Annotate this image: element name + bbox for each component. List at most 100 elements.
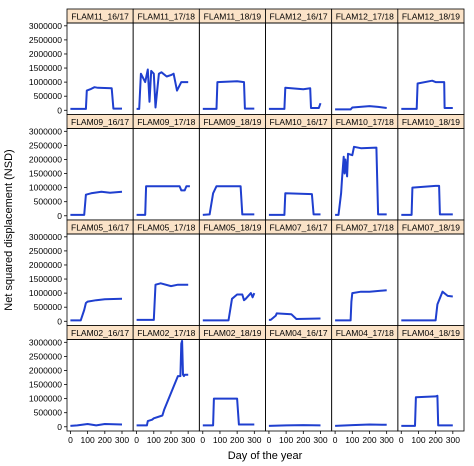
series-line bbox=[136, 339, 189, 427]
x-tick-label: 0 bbox=[267, 435, 272, 445]
panel-frame bbox=[397, 22, 465, 115]
series-line bbox=[401, 184, 453, 216]
y-tick-label: 2000000 bbox=[29, 154, 62, 164]
x-tick-label: 300 bbox=[446, 435, 460, 445]
panel-strip-label: FLAM07_16/17 bbox=[270, 223, 328, 233]
series-line bbox=[268, 312, 321, 321]
y-tick-label: 500000 bbox=[34, 302, 63, 312]
y-tick-label: 1500000 bbox=[29, 274, 62, 284]
x-tick-label: 200 bbox=[164, 435, 178, 445]
panel: FLAM09_18/19 bbox=[198, 114, 266, 221]
panel-strip-label: FLAM05_16/17 bbox=[71, 223, 129, 233]
panel-frame bbox=[198, 22, 266, 115]
panel: FLAM05_16/17 bbox=[66, 219, 134, 326]
panel: FLAM04_17/18 bbox=[331, 325, 399, 432]
panel: FLAM12_17/18 bbox=[331, 8, 399, 115]
series-line bbox=[70, 190, 123, 216]
x-tick-label: 0 bbox=[134, 435, 139, 445]
x-tick-label: 200 bbox=[429, 435, 443, 445]
panel-strip-label: FLAM04_17/18 bbox=[336, 328, 394, 338]
x-tick-label: 300 bbox=[313, 435, 327, 445]
y-tick-label: 3000000 bbox=[29, 21, 62, 31]
panel-strip-label: FLAM09_17/18 bbox=[137, 117, 195, 127]
panel-strip-label: FLAM02_17/18 bbox=[137, 328, 195, 338]
y-tick-label: 3000000 bbox=[29, 337, 62, 347]
panel-frame bbox=[132, 339, 200, 432]
x-tick-label: 200 bbox=[230, 435, 244, 445]
panel-frame bbox=[331, 233, 399, 326]
series-line bbox=[70, 297, 123, 322]
y-tick-label: 0 bbox=[57, 211, 62, 221]
panel-frame bbox=[265, 22, 333, 115]
series-line bbox=[268, 192, 321, 216]
series-line bbox=[202, 292, 256, 322]
series-line bbox=[401, 79, 453, 110]
y-tick-label: 0 bbox=[57, 105, 62, 115]
series-line bbox=[268, 424, 321, 427]
panel-frame bbox=[66, 128, 134, 221]
panel-strip-label: FLAM11_16/17 bbox=[71, 12, 129, 22]
panel: FLAM02_17/18 bbox=[132, 325, 200, 432]
y-tick-label: 1000000 bbox=[29, 77, 62, 87]
y-tick-label: 2000000 bbox=[29, 365, 62, 375]
panel-strip-label: FLAM10_16/17 bbox=[270, 117, 328, 127]
x-tick-label: 0 bbox=[68, 435, 73, 445]
y-tick-label: 500000 bbox=[34, 197, 63, 207]
panel-frame bbox=[66, 339, 134, 432]
y-tick-label: 2500000 bbox=[29, 35, 62, 45]
panel-strip-label: FLAM12_18/19 bbox=[402, 12, 460, 22]
x-tick-label: 200 bbox=[98, 435, 112, 445]
panel-frame bbox=[397, 128, 465, 221]
panel-strip-label: FLAM11_18/19 bbox=[204, 12, 262, 22]
y-tick-label: 1500000 bbox=[29, 63, 62, 73]
panel-frame bbox=[132, 128, 200, 221]
x-tick-label: 300 bbox=[247, 435, 261, 445]
panel: FLAM05_17/18 bbox=[132, 219, 200, 326]
panel-frame bbox=[66, 233, 134, 326]
x-tick-label: 200 bbox=[296, 435, 310, 445]
y-tick-label: 2500000 bbox=[29, 246, 62, 256]
y-tick-label: 3000000 bbox=[29, 232, 62, 242]
y-tick-label: 1000000 bbox=[29, 183, 62, 193]
series-line bbox=[335, 145, 387, 216]
panel-frame bbox=[265, 128, 333, 221]
x-tick-label: 300 bbox=[181, 435, 195, 445]
y-tick-label: 1500000 bbox=[29, 380, 62, 390]
series-line bbox=[401, 290, 453, 322]
panel: FLAM07_17/18 bbox=[331, 219, 399, 326]
y-tick-label: 0 bbox=[57, 422, 62, 432]
panel: FLAM02_16/17 bbox=[66, 325, 134, 432]
x-tick-label: 100 bbox=[213, 435, 227, 445]
x-tick-label: 0 bbox=[333, 435, 338, 445]
x-tick-label: 100 bbox=[147, 435, 161, 445]
x-tick-label: 0 bbox=[200, 435, 205, 445]
panel-frame bbox=[198, 233, 266, 326]
x-tick-label: 300 bbox=[115, 435, 129, 445]
series-line bbox=[70, 423, 123, 427]
series-line bbox=[335, 289, 387, 322]
y-tick-label: 0 bbox=[57, 316, 62, 326]
panel-frame bbox=[132, 233, 200, 326]
x-tick-label: 200 bbox=[362, 435, 376, 445]
series-line bbox=[136, 185, 190, 216]
x-tick-label: 300 bbox=[380, 435, 394, 445]
y-tick-label: 2500000 bbox=[29, 351, 62, 361]
panel-strip-label: FLAM09_18/19 bbox=[203, 117, 261, 127]
y-tick-label: 3000000 bbox=[29, 126, 62, 136]
series-line bbox=[202, 397, 255, 427]
panel: FLAM09_17/18 bbox=[132, 114, 200, 221]
panel: FLAM09_16/17 bbox=[66, 114, 134, 221]
panel: FLAM11_16/17 bbox=[66, 8, 134, 115]
panel-frame bbox=[265, 233, 333, 326]
series-line bbox=[335, 105, 387, 111]
panel-strip-label: FLAM02_18/19 bbox=[203, 328, 261, 338]
panel-frame bbox=[331, 22, 399, 115]
panel: FLAM04_16/17 bbox=[265, 325, 333, 432]
panel: FLAM05_18/19 bbox=[198, 219, 266, 326]
panel: FLAM11_17/18 bbox=[132, 8, 200, 115]
panel: FLAM07_16/17 bbox=[265, 219, 333, 326]
y-tick-label: 1500000 bbox=[29, 169, 62, 179]
y-tick-label: 1000000 bbox=[29, 288, 62, 298]
y-tick-label: 2500000 bbox=[29, 140, 62, 150]
panel-frame bbox=[397, 233, 465, 326]
